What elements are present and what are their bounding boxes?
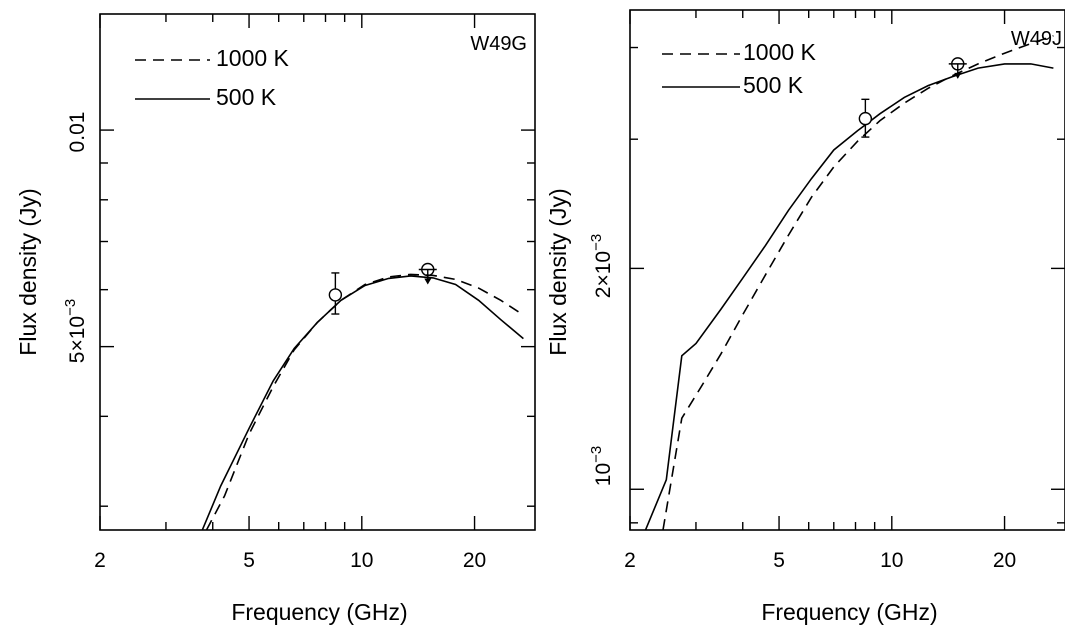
series-line-500k (644, 63, 1054, 530)
x-tick-label: 5 (773, 549, 785, 572)
series-line-1000k (662, 35, 1054, 530)
chart-panel-w49j: 2 5 10 20 Frequency (GHz) 2×10−3 10−3 Flux dens… (545, 9, 1065, 625)
y-tick-label: 2×10−3 (588, 234, 615, 298)
x-axis-label: Frequency (GHz) (761, 599, 937, 625)
y-tick-label-exponent: −3 (588, 446, 605, 463)
x-tick-label: 10 (350, 549, 373, 572)
y-axis-label: Flux density (Jy) (545, 188, 571, 355)
chart-panel-w49g: 2 5 10 20 Frequency (GHz) 0.01 5×10−3 Flux dens… (15, 13, 536, 625)
panel-label: W49J (1011, 28, 1062, 50)
data-point (328, 288, 343, 302)
panel-label: W49G (470, 33, 527, 55)
legend-label: 1000 K (743, 39, 817, 65)
x-tick-label: 20 (463, 549, 486, 572)
x-tick-label: 2 (624, 549, 636, 572)
y-tick-label: 5×10−3 (62, 299, 89, 363)
x-tick-label: 5 (243, 549, 255, 572)
y-axis-label: Flux density (Jy) (15, 188, 41, 355)
plot-area (644, 35, 1054, 530)
y-tick-label: 10−3 (588, 446, 615, 486)
legend-label: 1000 K (216, 45, 290, 71)
legend-label: 500 K (743, 72, 804, 98)
plot-frame (99, 13, 536, 531)
x-tick-label: 20 (993, 549, 1016, 572)
plot-area (201, 262, 524, 530)
data-point (858, 111, 873, 126)
plot-frame (629, 9, 1065, 531)
series-line-1000k (205, 273, 524, 530)
y-tick-label-exponent: −3 (62, 299, 79, 316)
x-tick-label: 10 (880, 549, 903, 572)
y-tick-label: 0.01 (66, 112, 89, 153)
data-point-upper-limit (421, 262, 435, 277)
data-point-upper-limit (951, 57, 965, 71)
series-line-500k (201, 275, 524, 530)
legend-label: 500 K (216, 84, 277, 110)
x-tick-label: 2 (94, 549, 106, 572)
upper-limit-arrow (424, 278, 432, 285)
x-axis-label: Frequency (GHz) (231, 599, 407, 625)
y-tick-label-exponent: −3 (588, 234, 605, 251)
upper-limit-arrow (954, 72, 962, 79)
